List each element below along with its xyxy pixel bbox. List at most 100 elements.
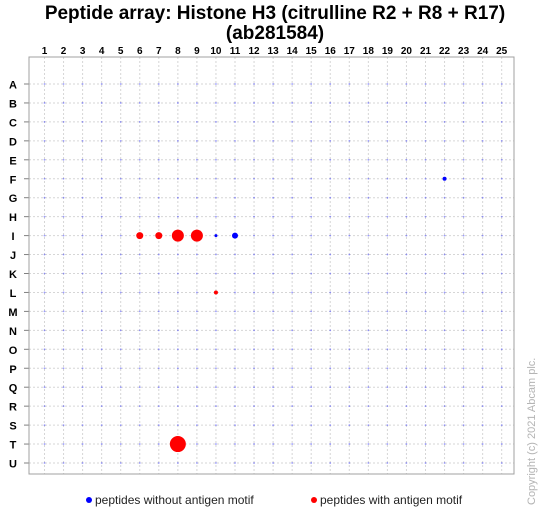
array-spot [234,158,236,161]
array-spot [500,102,503,104]
array-spot [310,310,313,313]
array-spot [176,177,179,180]
array-spot [500,234,503,237]
array-spot [138,272,141,275]
array-spot [62,348,65,351]
array-spot [310,253,313,256]
array-spot [215,329,217,332]
array-spot [215,139,217,142]
array-spot [291,405,294,408]
array-spot [405,310,408,313]
array-spot [462,329,465,332]
array-spot [81,329,84,332]
array-spot [81,83,84,85]
column-label: 12 [248,46,260,57]
array-spot [215,443,217,445]
array-spot [157,310,160,313]
array-spot [424,462,427,464]
array-spot [253,158,255,161]
array-spot [272,177,274,180]
array-spot [310,462,313,464]
array-spot [176,367,179,370]
array-spot [43,310,46,313]
array-spot [424,424,427,426]
array-spot [443,443,446,445]
array-spot [138,348,141,351]
row-label: M [8,307,17,319]
array-spot [138,158,141,161]
array-spot [138,121,141,123]
array-spot [405,121,408,123]
array-spot [81,196,84,199]
array-spot [481,424,484,426]
array-spot [157,121,160,123]
array-spot [176,405,179,408]
column-label: 13 [268,46,280,57]
array-spot [138,462,141,464]
array-spot [329,424,332,426]
array-spot [81,405,84,408]
array-spot [462,139,465,142]
array-spot [215,177,217,180]
array-spot [196,139,198,142]
array-spot [329,234,332,237]
array-spot [157,177,160,180]
array-spot [100,177,103,180]
row-label: N [9,326,17,338]
array-spot [62,83,65,85]
array-spot [462,102,465,104]
array-spot [43,272,46,275]
array-spot [119,291,122,294]
array-spot [462,443,465,445]
array-spot [367,291,370,294]
array-spot [234,348,236,351]
array-spot [43,102,46,104]
array-spot [405,329,408,332]
array-spot [405,272,408,275]
array-spot [348,158,351,161]
array-spot [443,253,446,256]
array-spot [100,121,103,123]
array-spot [119,367,122,370]
array-spot [272,158,274,161]
array-spot [443,215,446,218]
array-spot [443,329,446,332]
array-spot [157,196,160,199]
array-spot [424,139,427,142]
array-spot [462,253,465,256]
array-spot [481,177,484,180]
row-label: U [9,459,17,471]
array-spot [367,462,370,464]
array-spot [62,234,65,237]
array-spot [367,424,370,426]
array-spot [43,177,46,180]
array-spot [196,158,198,161]
array-spot [386,139,389,142]
array-spot [253,196,255,199]
array-spot [196,83,198,85]
array-spot [119,196,122,199]
data-point [442,176,447,181]
array-spot [43,139,46,142]
array-spot [43,158,46,161]
array-spot [348,177,351,180]
array-spot [272,348,274,351]
array-spot [462,121,465,123]
array-spot [348,253,351,256]
array-spot [272,310,274,313]
array-spot [348,367,351,370]
array-spot [43,329,46,332]
array-spot [405,405,408,408]
array-spot [424,234,427,237]
array-spot [253,272,255,275]
array-spot [253,121,255,123]
row-label: B [9,98,17,110]
array-spot [367,139,370,142]
array-spot [272,386,274,389]
array-spot [119,234,122,237]
legend-label: peptides without antigen motif [95,493,254,507]
array-spot [176,348,179,351]
array-spot [43,367,46,370]
array-spot [272,329,274,332]
